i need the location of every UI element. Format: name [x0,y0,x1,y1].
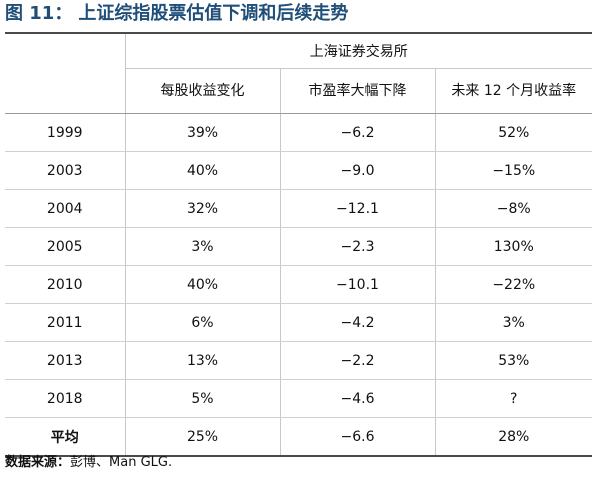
column-header-row: 每股收益变化 市盈率大幅下降 未来 12 个月收益率 [5,68,593,114]
forward-return-cell: 3% [434,303,593,342]
table-row: 平均 25% −6.6 28% [5,417,593,456]
forward-return-cell: −15% [434,151,593,190]
year-header-cell [5,68,125,114]
row-label-cell: 2013 [5,341,125,380]
pe-drop-cell: −10.1 [279,265,435,304]
row-label-cell: 2010 [5,265,125,304]
eps-change-cell: 40% [124,151,280,190]
pe-drop-cell: −2.2 [279,341,435,380]
data-table: 上海证券交易所 每股收益变化 市盈率大幅下降 未来 12 个月收益率 1999 3… [5,32,593,457]
table-row: 2004 32% −12.1 −8% [5,189,593,228]
corner-cell [5,33,125,69]
eps-change-cell: 25% [124,417,280,456]
figure-title: 图 11： 上证综指股票估值下调和后续走势 [5,3,348,25]
group-header-exchange: 上海证券交易所 [124,33,593,69]
forward-return-cell: ? [434,379,593,418]
forward-return-cell: 52% [434,113,593,152]
eps-change-cell: 5% [124,379,280,418]
forward-return-cell: 130% [434,227,593,266]
table-row: 2003 40% −9.0 −15% [5,151,593,190]
pe-drop-cell: −6.2 [279,113,435,152]
pe-drop-cell: −4.6 [279,379,435,418]
eps-change-cell: 39% [124,113,280,152]
row-label-cell: 1999 [5,113,125,152]
figure-title-text: 上证综指股票估值下调和后续走势 [78,3,349,24]
row-label-cell: 2005 [5,227,125,266]
pe-drop-cell: −2.3 [279,227,435,266]
eps-change-cell: 32% [124,189,280,228]
column-header-pe-drop: 市盈率大幅下降 [279,68,435,114]
table-row: 2005 3% −2.3 130% [5,227,593,266]
source-text: 彭博、Man GLG. [70,455,173,470]
table-row: 2011 6% −4.2 3% [5,303,593,342]
eps-change-cell: 6% [124,303,280,342]
source-label: 数据来源： [5,455,71,470]
table-row: 2013 13% −2.2 53% [5,341,593,380]
forward-return-cell: 28% [434,417,593,456]
eps-change-cell: 13% [124,341,280,380]
group-header-row: 上海证券交易所 [5,33,593,69]
column-header-eps-change: 每股收益变化 [124,68,280,114]
row-label-cell: 2004 [5,189,125,228]
forward-return-cell: −8% [434,189,593,228]
table-row: 2018 5% −4.6? [5,379,593,418]
forward-return-cell: 53% [434,341,593,380]
table-row: 1999 39% −6.2 52% [5,113,593,152]
figure-label: 图 11： [5,3,73,24]
eps-change-cell: 40% [124,265,280,304]
row-label-cell: 2018 [5,379,125,418]
column-header-forward-return: 未来 12 个月收益率 [434,68,593,114]
table-body: 1999 39% −6.2 52% 2003 40% −9.0 −15% 2004 32% −12.… [5,113,593,456]
forward-return-cell: −22% [434,265,593,304]
pe-drop-cell: −4.2 [279,303,435,342]
row-label-cell: 2003 [5,151,125,190]
pe-drop-cell: −9.0 [279,151,435,190]
row-label-cell: 平均 [50,429,79,446]
pe-drop-cell: −6.6 [279,417,435,456]
source-note: 数据来源：彭博、Man GLG. [5,451,172,470]
row-label-cell: 2011 [5,303,125,342]
eps-change-cell: 3% [124,227,280,266]
table-row: 2010 40% −10.1 −22% [5,265,593,304]
pe-drop-cell: −12.1 [279,189,435,228]
